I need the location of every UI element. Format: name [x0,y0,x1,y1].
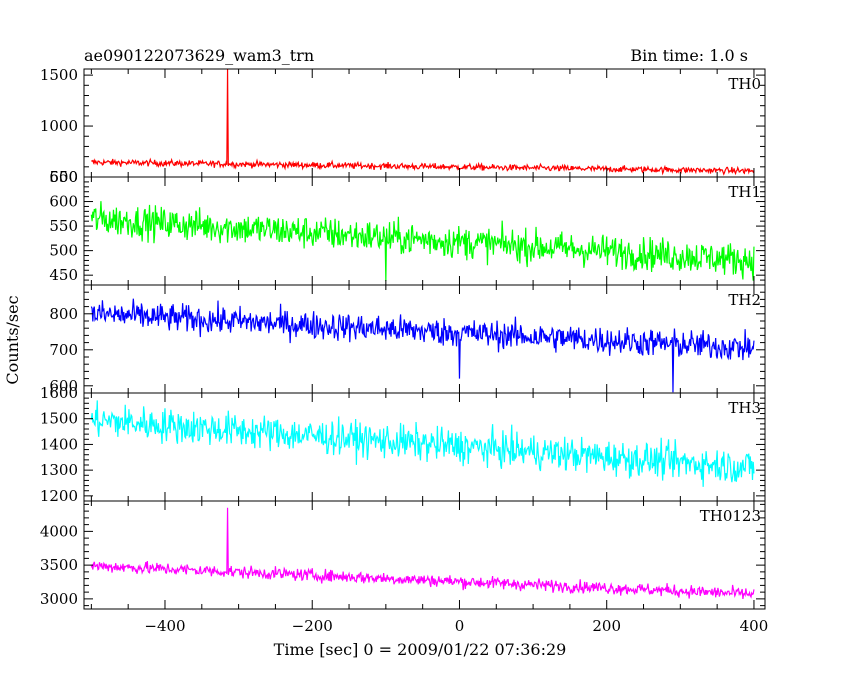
chart-title: ae090122073629_wam3_trn [84,46,314,65]
bin-time-label: Bin time: 1.0 s [630,46,748,65]
x-tick-label: −400 [144,617,185,635]
y-tick-label: 3500 [40,556,78,574]
panel-name-label: TH0123 [700,507,761,525]
y-tick-label: 550 [49,217,78,235]
panel-th3: 1200 1300 1400 1500 1600 TH3 [40,384,766,505]
series-th1-line [90,201,755,282]
panel-frame [83,68,766,178]
series-th0-line [91,68,755,176]
y-tick-label: 1500 [40,410,78,428]
x-tick-label: 400 [740,617,769,635]
panel-th2: 600 700 800 TH2 [49,284,766,395]
panel-name-label: TH1 [728,183,761,201]
y-tick-label: 600 [49,193,78,211]
series-th3-line [90,400,755,487]
x-tick-label: 0 [455,617,465,635]
panel-th1: 450 500 550 600 650 TH1 [49,168,766,286]
x-tick-label: 200 [592,617,621,635]
panel-name-label: TH2 [728,291,761,309]
y-tick-label: 4000 [40,522,78,540]
x-axis-label: Time [sec] 0 = 2009/01/22 07:36:29 [274,640,567,659]
panel-frame [83,392,766,502]
y-tick-label: 1000 [40,117,78,135]
panel-th0: 500 1000 1500 TH0 [40,66,766,186]
y-tick-label: 1200 [40,487,78,505]
series-th2-line [90,298,755,393]
y-tick-label: 700 [49,341,78,359]
y-tick-label: 500 [49,242,78,260]
y-tick-label: 500 [49,168,78,186]
series-th0123-line [90,507,755,600]
y-tick-label: 1300 [40,461,78,479]
y-tick-label: 650 [49,168,78,186]
y-tick-label: 450 [49,266,78,284]
panel-stack: 500 1000 1500 TH0 450 500 550 600 650 TH1 600 700 80… [40,66,768,635]
y-tick-label: 1500 [40,66,78,84]
x-tick-label: −200 [292,617,333,635]
panel-th0123: 3000 3500 4000 TH0123 [40,500,766,610]
y-tick-label: 600 [49,377,78,395]
panel-name-label: TH3 [728,399,761,417]
y-axis-label: Counts/sec [3,295,22,384]
y-tick-label: 1600 [40,384,78,402]
panel-name-label: TH0 [728,75,761,93]
y-tick-label: 3000 [40,590,78,608]
y-tick-label: 800 [49,305,78,323]
panel-frame [83,500,766,610]
y-tick-label: 1400 [40,435,78,453]
